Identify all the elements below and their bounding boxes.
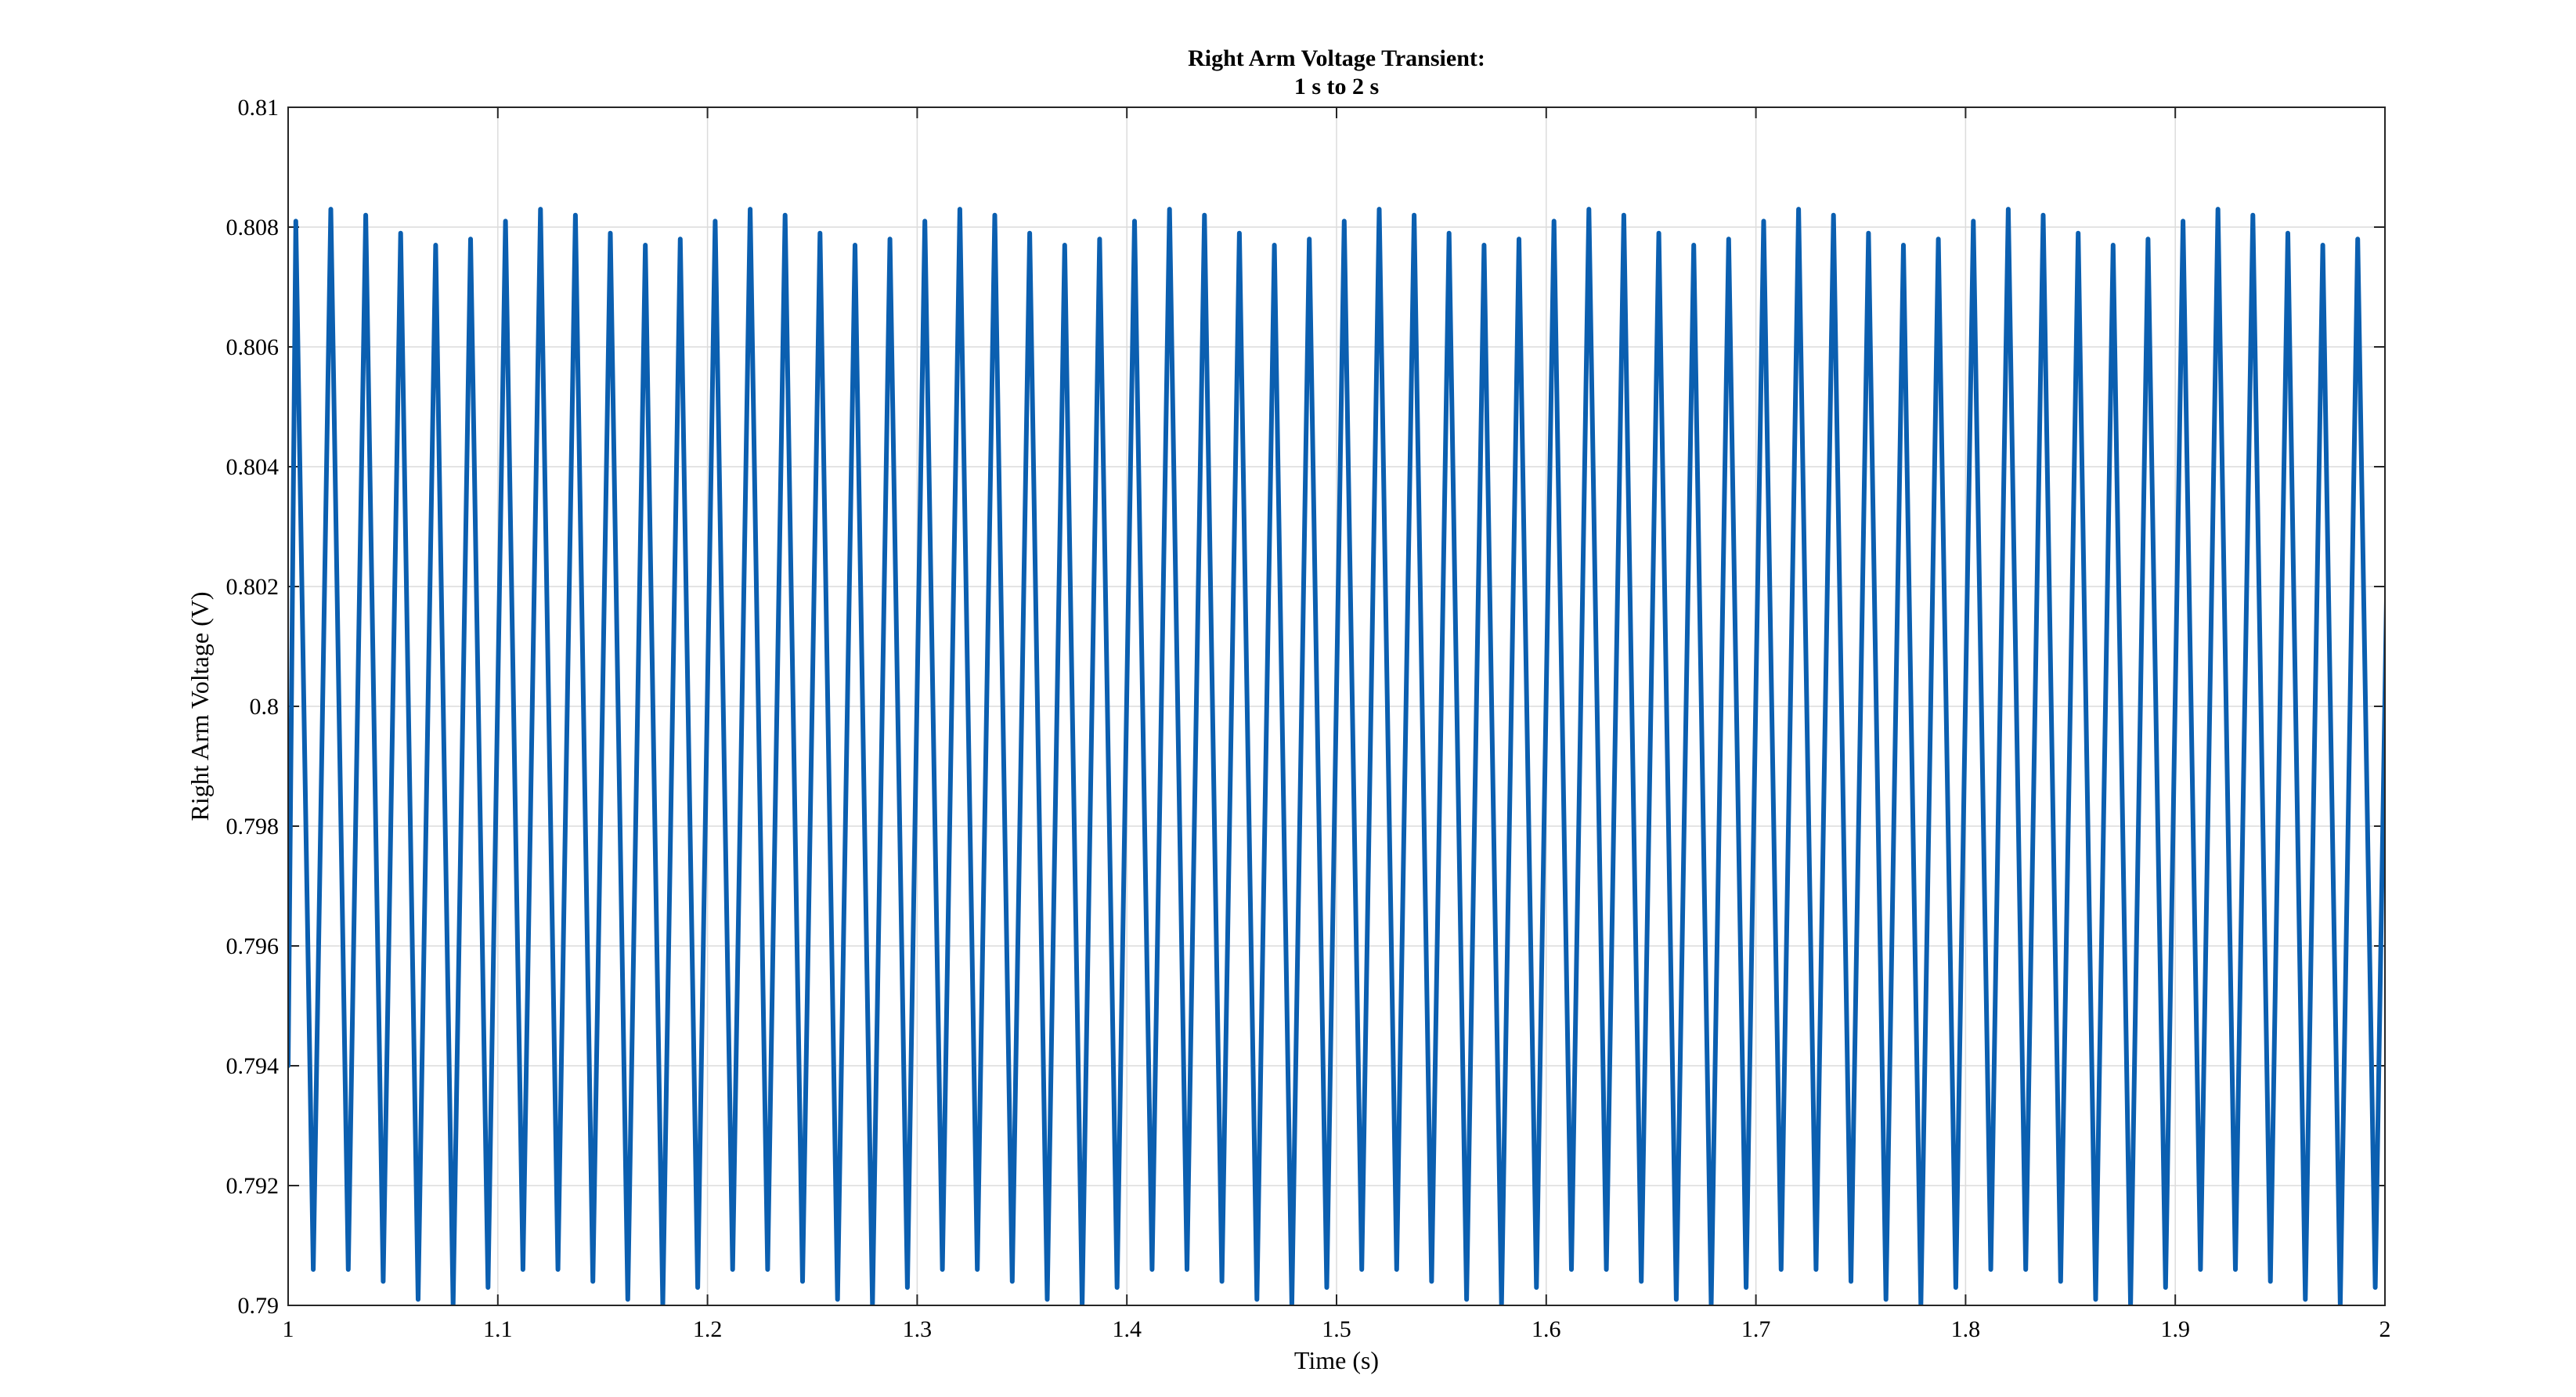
y-tick-label: 0.796 [226, 933, 280, 959]
y-tick-label: 0.8 [250, 694, 280, 720]
x-tick-label: 1.8 [1951, 1316, 1981, 1342]
x-tick-label: 2 [2379, 1316, 2391, 1342]
axes-box [287, 106, 2386, 1306]
x-tick-label: 1.4 [1112, 1316, 1142, 1342]
x-tick-label: 1.9 [2160, 1316, 2190, 1342]
x-axis-label: Time (s) [1294, 1346, 1379, 1374]
y-tick-label: 0.794 [226, 1053, 280, 1079]
chart-title-line-1: Right Arm Voltage Transient: [1188, 45, 1485, 71]
y-axis-label: Right Arm Voltage (V) [186, 591, 214, 821]
y-tick-label: 0.808 [226, 215, 280, 240]
chart-title-line-2: 1 s to 2 s [1294, 74, 1379, 99]
y-tick-label: 0.802 [226, 574, 280, 600]
y-tick-label: 0.792 [226, 1173, 280, 1199]
x-tick-label: 1.5 [1322, 1316, 1351, 1342]
y-tick-label: 0.804 [226, 454, 280, 480]
x-tick-label: 1.3 [903, 1316, 933, 1342]
x-tick-label: 1.2 [693, 1316, 723, 1342]
y-tick-label: 0.79 [238, 1293, 280, 1319]
y-tick-label: 0.81 [238, 95, 280, 121]
x-tick-label: 1.6 [1532, 1316, 1561, 1342]
y-tick-label: 0.806 [226, 334, 280, 360]
series-line [288, 207, 2385, 1305]
x-tick-label: 1 [283, 1316, 294, 1342]
y-tick-label: 0.798 [226, 814, 280, 839]
x-tick-labels: 1 1.1 1.2 1.3 1.4 1.5 1.6 1.7 1.8 1.9 2 [283, 1316, 2391, 1342]
x-tick-label: 1.1 [483, 1316, 513, 1342]
y-tick-labels: 0.79 0.792 0.794 0.796 0.798 0.8 0.802 0.804 0.8… [226, 95, 280, 1319]
x-tick-label: 1.7 [1741, 1316, 1771, 1342]
